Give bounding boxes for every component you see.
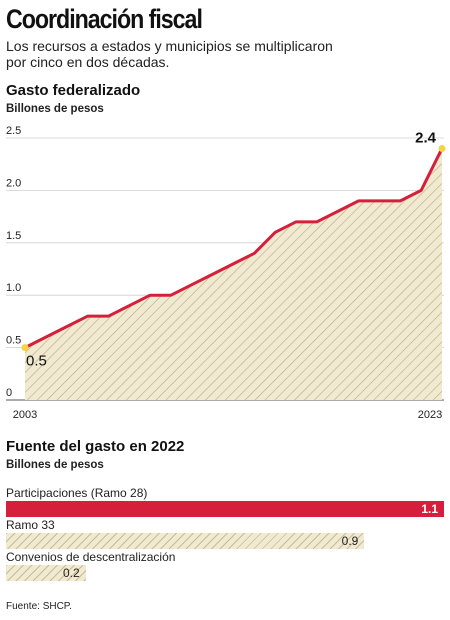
y-tick-label: 2.5: [6, 125, 21, 137]
bar-category-label: Participaciones (Ramo 28): [6, 486, 148, 500]
y-tick-label: 2.0: [6, 177, 21, 189]
line-chart-unit: Billones de pesos: [6, 103, 104, 115]
y-tick-label: 0: [6, 387, 12, 399]
bar-value-label: 0.2: [62, 566, 80, 580]
end-value-label: 2.4: [415, 129, 437, 146]
page-title: Coordinación fiscal: [6, 4, 203, 34]
y-tick-label: 0.5: [6, 335, 21, 347]
bar-value-label: 1.1: [421, 502, 438, 516]
y-tick-label: 1.0: [6, 282, 21, 294]
line-chart: 0 0.5 1.0 1.5 2.0 2.5 2003 2023 0.5 2.4: [6, 125, 446, 421]
x-tick-label: 2023: [418, 409, 442, 421]
bar: 1.1: [6, 501, 444, 517]
bar-value-label: 0.9: [341, 534, 359, 548]
bar-chart-title: Fuente del gasto en 2022: [6, 438, 185, 455]
bar-category-label: Convenios de descentralización: [6, 550, 176, 564]
page-subtitle: Los recursos a estados y municipios se m…: [6, 38, 333, 70]
start-value-label: 0.5: [26, 353, 47, 370]
line-chart-title: Gasto federalizado: [6, 82, 141, 99]
series-line: [24, 147, 444, 349]
area-fill: [25, 148, 442, 400]
bar: 0.2: [6, 565, 86, 581]
bar-chart-unit: Billones de pesos: [6, 459, 104, 471]
end-point: [438, 144, 446, 152]
y-tick-label: 1.5: [6, 230, 21, 242]
bar: 0.9: [6, 533, 365, 549]
x-tick-label: 2003: [13, 409, 37, 421]
bar-category-label: Ramo 33: [6, 518, 55, 532]
start-point: [21, 344, 29, 352]
source-note: Fuente: SHCP.: [6, 601, 72, 612]
